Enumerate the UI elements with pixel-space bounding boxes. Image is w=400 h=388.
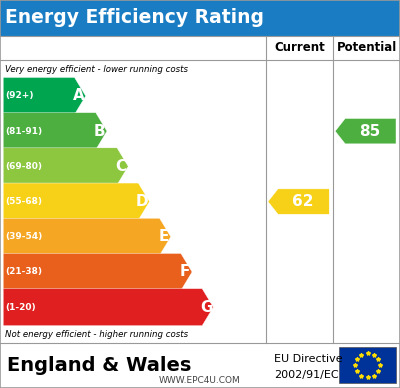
Text: 62: 62 (292, 194, 313, 209)
Text: G: G (200, 300, 212, 315)
Text: (1-20): (1-20) (5, 303, 36, 312)
Text: Not energy efficient - higher running costs: Not energy efficient - higher running co… (5, 329, 188, 339)
Polygon shape (3, 78, 86, 114)
Text: EU Directive: EU Directive (274, 354, 343, 364)
Polygon shape (335, 118, 396, 144)
Polygon shape (3, 183, 150, 220)
Text: F: F (180, 265, 190, 279)
Polygon shape (3, 289, 213, 326)
Text: 85: 85 (359, 124, 380, 139)
Text: Potential: Potential (336, 41, 397, 54)
Text: (21-38): (21-38) (5, 267, 42, 277)
Text: D: D (136, 194, 149, 209)
Text: England & Wales: England & Wales (7, 356, 192, 375)
Text: Very energy efficient - lower running costs: Very energy efficient - lower running co… (5, 64, 188, 74)
Text: (55-68): (55-68) (5, 197, 42, 206)
Bar (0, 0, 400, 36)
Text: (81-91): (81-91) (5, 126, 42, 136)
Polygon shape (3, 218, 171, 255)
Polygon shape (3, 148, 128, 185)
Polygon shape (3, 113, 107, 150)
Polygon shape (3, 253, 192, 291)
Text: B: B (94, 124, 106, 139)
Text: E: E (158, 229, 169, 244)
Text: (69-80): (69-80) (5, 162, 42, 171)
Text: A: A (73, 88, 84, 104)
Bar (339, 347, 396, 383)
Text: C: C (116, 159, 127, 174)
Text: Energy Efficiency Rating: Energy Efficiency Rating (5, 9, 264, 27)
Polygon shape (268, 189, 329, 214)
Text: 2002/91/EC: 2002/91/EC (274, 370, 339, 379)
Text: (39-54): (39-54) (5, 232, 42, 241)
Text: (92+): (92+) (5, 92, 34, 100)
Text: Current: Current (274, 41, 325, 54)
Text: WWW.EPC4U.COM: WWW.EPC4U.COM (159, 376, 241, 385)
